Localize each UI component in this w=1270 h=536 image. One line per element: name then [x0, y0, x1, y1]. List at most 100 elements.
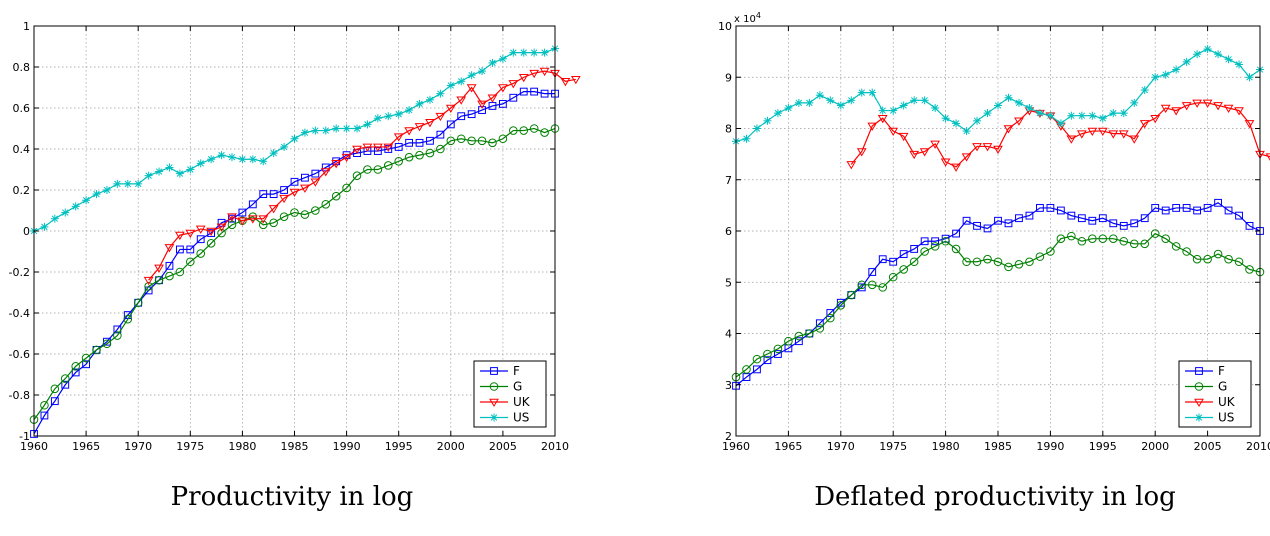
y-tick-label: 5 [725, 276, 732, 289]
star-stroke [1131, 99, 1138, 107]
data-point-us [113, 179, 122, 188]
data-point-uk [961, 153, 972, 162]
data-point-g [415, 150, 424, 160]
star-stroke [457, 78, 465, 85]
star-stroke [753, 125, 761, 132]
data-point-us [50, 214, 59, 223]
star-stroke [1193, 50, 1201, 58]
y-axis-exponent-power: 4 [756, 11, 761, 20]
data-point-f [175, 245, 184, 254]
data-point-g [404, 152, 414, 162]
legend-item-uk: UK [1185, 395, 1236, 409]
series-us [732, 45, 1264, 146]
data-point-us [155, 167, 164, 176]
data-point-uk [909, 150, 920, 160]
data-point-us [373, 114, 382, 123]
y-tick-label: 2 [725, 430, 732, 443]
star-stroke [963, 127, 970, 135]
data-point-us [332, 124, 341, 133]
data-point-uk [518, 73, 529, 83]
star-stroke [374, 115, 382, 122]
y-axis-exponent-base: x 10 [734, 14, 756, 25]
data-point-us [92, 190, 101, 199]
data-point-uk [237, 217, 248, 226]
star-stroke [134, 180, 142, 188]
data-point-us [1203, 45, 1212, 54]
star-stroke [942, 115, 949, 122]
star-stroke [931, 104, 939, 112]
star-stroke [1026, 104, 1033, 112]
data-point-g [1004, 262, 1013, 272]
star-stroke [176, 170, 184, 177]
data-point-f [373, 147, 382, 155]
data-point-g [930, 242, 940, 251]
data-point-f [1109, 219, 1118, 228]
legend-marker [490, 367, 498, 375]
data-point-f [1224, 206, 1233, 215]
data-point-f [763, 356, 772, 365]
data-point-us [952, 119, 961, 128]
star-stroke [1141, 86, 1148, 94]
data-point-f [920, 237, 929, 246]
legend-box [1178, 360, 1252, 428]
data-point-f [207, 229, 216, 237]
series-line-g [735, 232, 1261, 378]
data-point-f [815, 319, 824, 328]
data-point-g [972, 257, 982, 267]
data-point-us [405, 106, 414, 115]
star-stroke [187, 166, 194, 173]
x-tick-label: 1975 [879, 440, 907, 453]
data-point-g [888, 272, 898, 282]
data-point-uk [362, 143, 373, 152]
data-point-uk [164, 244, 175, 253]
star-stroke [764, 117, 771, 125]
data-point-us [1245, 73, 1254, 82]
star-stroke [490, 414, 498, 421]
data-point-us [983, 109, 992, 118]
y-tick-label: -0.8 [9, 389, 30, 402]
data-point-g [1046, 247, 1055, 256]
data-point-us [1035, 109, 1044, 118]
star-stroke [1057, 120, 1065, 127]
x-tick-label: 1995 [385, 440, 413, 453]
star-stroke [103, 186, 111, 194]
data-point-f [1161, 206, 1170, 215]
data-point-g [920, 247, 929, 256]
star-stroke [1047, 112, 1054, 119]
star-stroke [416, 100, 423, 108]
data-point-us [175, 169, 184, 178]
data-point-uk [372, 143, 383, 152]
data-point-f [50, 397, 59, 406]
data-point-f [82, 360, 90, 369]
data-point-g [951, 244, 961, 254]
data-point-g [909, 257, 919, 267]
data-point-us [836, 101, 845, 110]
star-stroke [869, 89, 876, 96]
data-point-us [123, 179, 132, 188]
data-point-f [878, 255, 887, 264]
data-point-f [952, 229, 960, 238]
y-tick-label: 7 [725, 174, 732, 187]
data-point-f [973, 221, 981, 230]
data-point-f [753, 365, 761, 374]
data-point-f [363, 147, 372, 155]
data-point-uk [856, 148, 867, 157]
data-point-g [1203, 254, 1212, 264]
data-point-f [301, 173, 309, 182]
data-point-us [752, 124, 761, 133]
x-tick-label: 1995 [1089, 440, 1117, 453]
data-point-g [488, 138, 497, 148]
star-stroke [447, 82, 455, 89]
data-point-us [815, 91, 824, 100]
data-point-us [931, 104, 940, 112]
data-point-g [300, 210, 310, 219]
data-point-us [805, 98, 814, 107]
star-stroke [984, 109, 991, 117]
data-point-uk [846, 161, 857, 170]
star-stroke [270, 149, 277, 157]
data-point-f [238, 208, 247, 217]
data-point-uk [331, 160, 342, 169]
data-point-us [920, 96, 929, 105]
